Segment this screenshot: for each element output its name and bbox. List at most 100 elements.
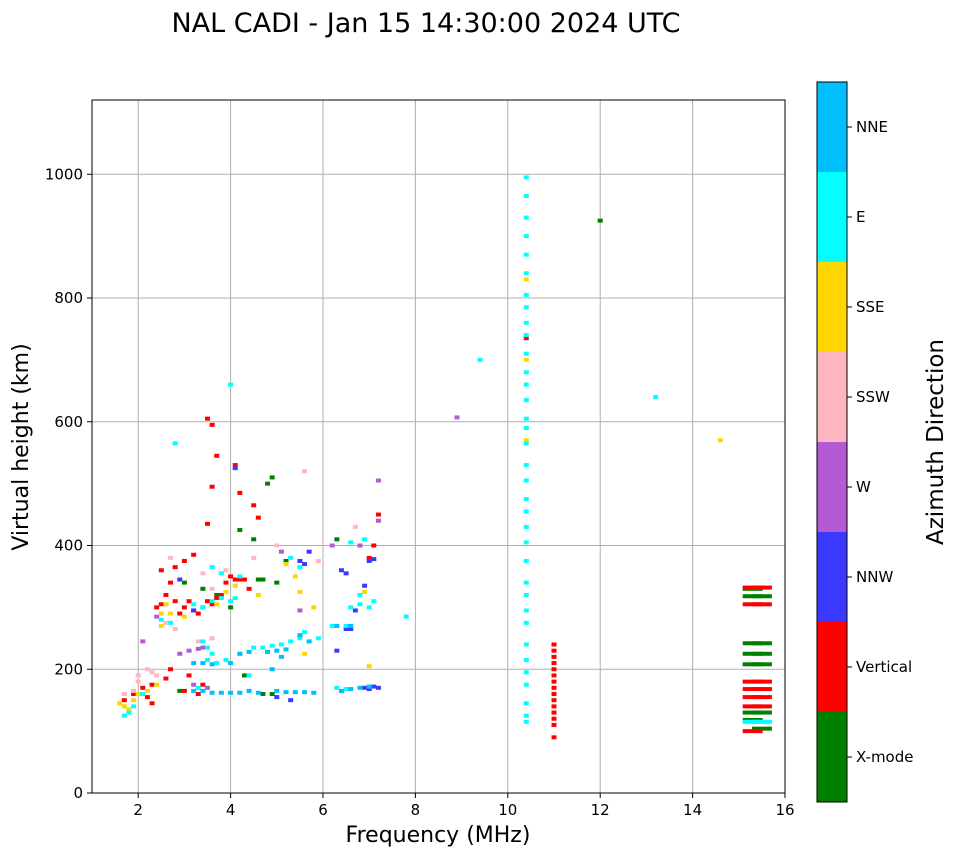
- data-point-nne: [209, 690, 215, 695]
- data-point-vertical: [140, 685, 146, 690]
- colorbar-tick-label: X-mode: [856, 748, 913, 766]
- data-point-nne: [306, 639, 312, 644]
- data-point-nne: [269, 667, 275, 672]
- data-point-sse: [223, 589, 229, 594]
- data-point-vertical: [191, 552, 197, 557]
- data-point-e: [523, 271, 529, 276]
- data-point-ssw: [209, 586, 215, 591]
- data-point-vertical: [551, 654, 557, 659]
- colorbar-segment: [817, 622, 847, 712]
- data-point-w: [186, 648, 192, 653]
- data-point-x-mode: [751, 594, 772, 599]
- data-point-vertical: [168, 667, 174, 672]
- data-point-vertical: [121, 698, 127, 703]
- data-point-e: [260, 645, 266, 650]
- data-point-vertical: [237, 490, 243, 495]
- y-tick-label: 800: [54, 289, 83, 307]
- data-point-vertical: [168, 580, 174, 585]
- data-point-vertical: [523, 336, 529, 341]
- data-point-vertical: [551, 673, 557, 678]
- data-point-x-mode: [283, 558, 289, 563]
- data-point-e: [523, 351, 529, 356]
- data-point-sse: [362, 589, 368, 594]
- data-point-e: [523, 234, 529, 239]
- y-tick-label: 600: [54, 413, 83, 431]
- data-point-w: [357, 543, 363, 548]
- x-tick-label: 12: [591, 801, 610, 819]
- data-point-nne: [246, 649, 252, 654]
- data-point-e: [523, 608, 529, 613]
- data-point-sse: [292, 574, 298, 579]
- data-point-vertical: [209, 484, 215, 489]
- data-point-x-mode: [265, 481, 271, 486]
- data-point-e: [172, 441, 178, 446]
- data-point-x-mode: [274, 580, 280, 585]
- data-point-e: [251, 645, 257, 650]
- data-point-nnw: [362, 685, 368, 690]
- data-point-nne: [357, 685, 363, 690]
- data-point-nnw: [366, 687, 372, 692]
- data-point-e: [228, 382, 234, 387]
- data-point-nne: [297, 633, 303, 638]
- data-point-vertical: [186, 673, 192, 678]
- data-point-sse: [121, 704, 127, 709]
- data-point-e: [371, 599, 377, 604]
- data-point-e: [315, 636, 321, 641]
- data-point-w: [297, 608, 303, 613]
- data-point-nne: [366, 684, 372, 689]
- data-point-vertical: [237, 577, 243, 582]
- data-point-e: [168, 620, 174, 625]
- data-point-x-mode: [214, 593, 220, 597]
- data-point-vertical: [181, 688, 187, 693]
- data-point-e: [523, 292, 529, 297]
- data-point-x-mode: [228, 605, 234, 610]
- colorbar-tick-label: W: [856, 478, 871, 496]
- colorbar-segment: [817, 172, 847, 262]
- data-point-e: [200, 639, 206, 644]
- data-point-nne: [338, 688, 344, 693]
- data-point-nne: [302, 690, 308, 695]
- data-point-nnw: [371, 684, 377, 689]
- data-point-e: [523, 382, 529, 387]
- data-point-vertical: [205, 416, 210, 421]
- data-point-nne: [209, 662, 215, 667]
- data-point-e: [403, 614, 409, 619]
- data-point-nne: [348, 623, 354, 628]
- data-point-ssw: [209, 636, 215, 641]
- data-point-e: [126, 710, 132, 715]
- data-point-e: [523, 580, 529, 585]
- data-point-nne: [274, 648, 280, 653]
- colorbar-segment: [817, 82, 847, 172]
- data-point-e: [523, 713, 529, 718]
- data-point-vertical: [158, 568, 164, 573]
- data-point-e: [523, 682, 529, 687]
- colorbar-tick-label: SSW: [856, 388, 890, 406]
- data-point-e: [751, 719, 772, 724]
- data-point-e: [523, 657, 529, 662]
- data-point-nne: [191, 661, 197, 666]
- data-point-x-mode: [751, 651, 772, 656]
- data-point-vertical: [241, 577, 247, 582]
- data-point-vertical: [742, 729, 763, 734]
- data-point-x-mode: [751, 726, 772, 731]
- data-point-vertical: [163, 676, 169, 681]
- colorbar-tick-label: NNW: [856, 568, 893, 586]
- data-point-nnw: [274, 695, 280, 700]
- data-point-vertical: [375, 512, 381, 517]
- data-point-ssw: [302, 469, 308, 474]
- data-point-vertical: [232, 463, 238, 468]
- data-point-sse: [117, 701, 123, 706]
- data-point-sse: [158, 623, 164, 628]
- data-point-nne: [255, 690, 261, 695]
- data-point-vertical: [181, 558, 187, 563]
- data-point-nne: [274, 688, 280, 693]
- data-point-nne: [283, 690, 289, 695]
- colorbar-segment: [817, 442, 847, 532]
- data-point-e: [209, 651, 215, 656]
- data-point-nne: [348, 687, 354, 692]
- data-point-vertical: [551, 710, 557, 715]
- data-point-nne: [228, 661, 234, 666]
- data-point-e: [348, 605, 354, 610]
- data-point-vertical: [163, 593, 169, 597]
- data-point-nnw: [177, 577, 183, 582]
